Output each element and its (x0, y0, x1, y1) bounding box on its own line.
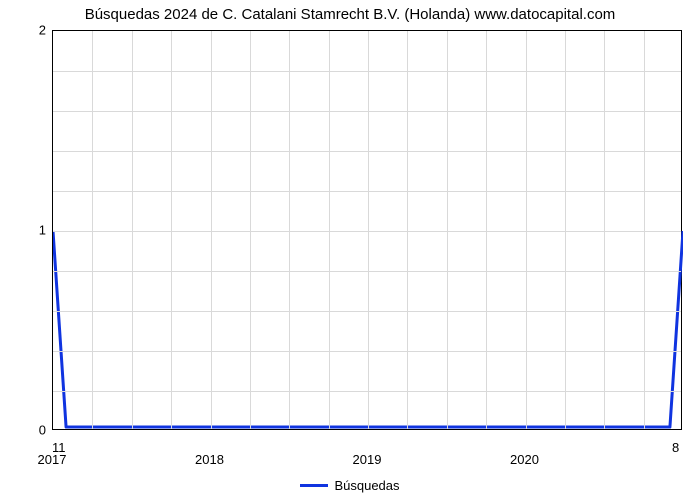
grid-line-v (407, 31, 408, 429)
grid-line-h (53, 191, 681, 192)
grid-line-v (486, 31, 487, 429)
x-tick-label: 2018 (195, 452, 224, 467)
grid-line-v (211, 31, 212, 429)
callout-label: 8 (672, 440, 679, 455)
grid-line-v (644, 31, 645, 429)
grid-line-h (53, 271, 681, 272)
x-tick-label: 2019 (353, 452, 382, 467)
y-tick-label: 0 (16, 423, 46, 438)
grid-line-v (565, 31, 566, 429)
legend-item: Búsquedas (300, 478, 399, 493)
grid-line-v (250, 31, 251, 429)
y-tick-label: 2 (16, 23, 46, 38)
grid-line-h (53, 391, 681, 392)
legend: Búsquedas (0, 474, 700, 493)
legend-label: Búsquedas (334, 478, 399, 493)
grid-line-h (53, 311, 681, 312)
y-tick-label: 1 (16, 223, 46, 238)
grid-line-h (53, 151, 681, 152)
grid-line-v (368, 31, 369, 429)
grid-line-v (92, 31, 93, 429)
grid-line-v (171, 31, 172, 429)
callout-label: 11 (52, 440, 66, 455)
grid-line-v (526, 31, 527, 429)
legend-swatch (300, 484, 328, 487)
grid-line-h (53, 351, 681, 352)
chart-container: Búsquedas 2024 de C. Catalani Stamrecht … (0, 0, 700, 500)
grid-line-v (132, 31, 133, 429)
chart-title: Búsquedas 2024 de C. Catalani Stamrecht … (0, 6, 700, 23)
grid-line-h (53, 231, 681, 232)
x-tick-label: 2020 (510, 452, 539, 467)
grid-line-h (53, 111, 681, 112)
plot-area (52, 30, 682, 430)
grid-line-v (289, 31, 290, 429)
grid-line-v (604, 31, 605, 429)
grid-line-v (329, 31, 330, 429)
grid-line-v (447, 31, 448, 429)
grid-line-h (53, 71, 681, 72)
